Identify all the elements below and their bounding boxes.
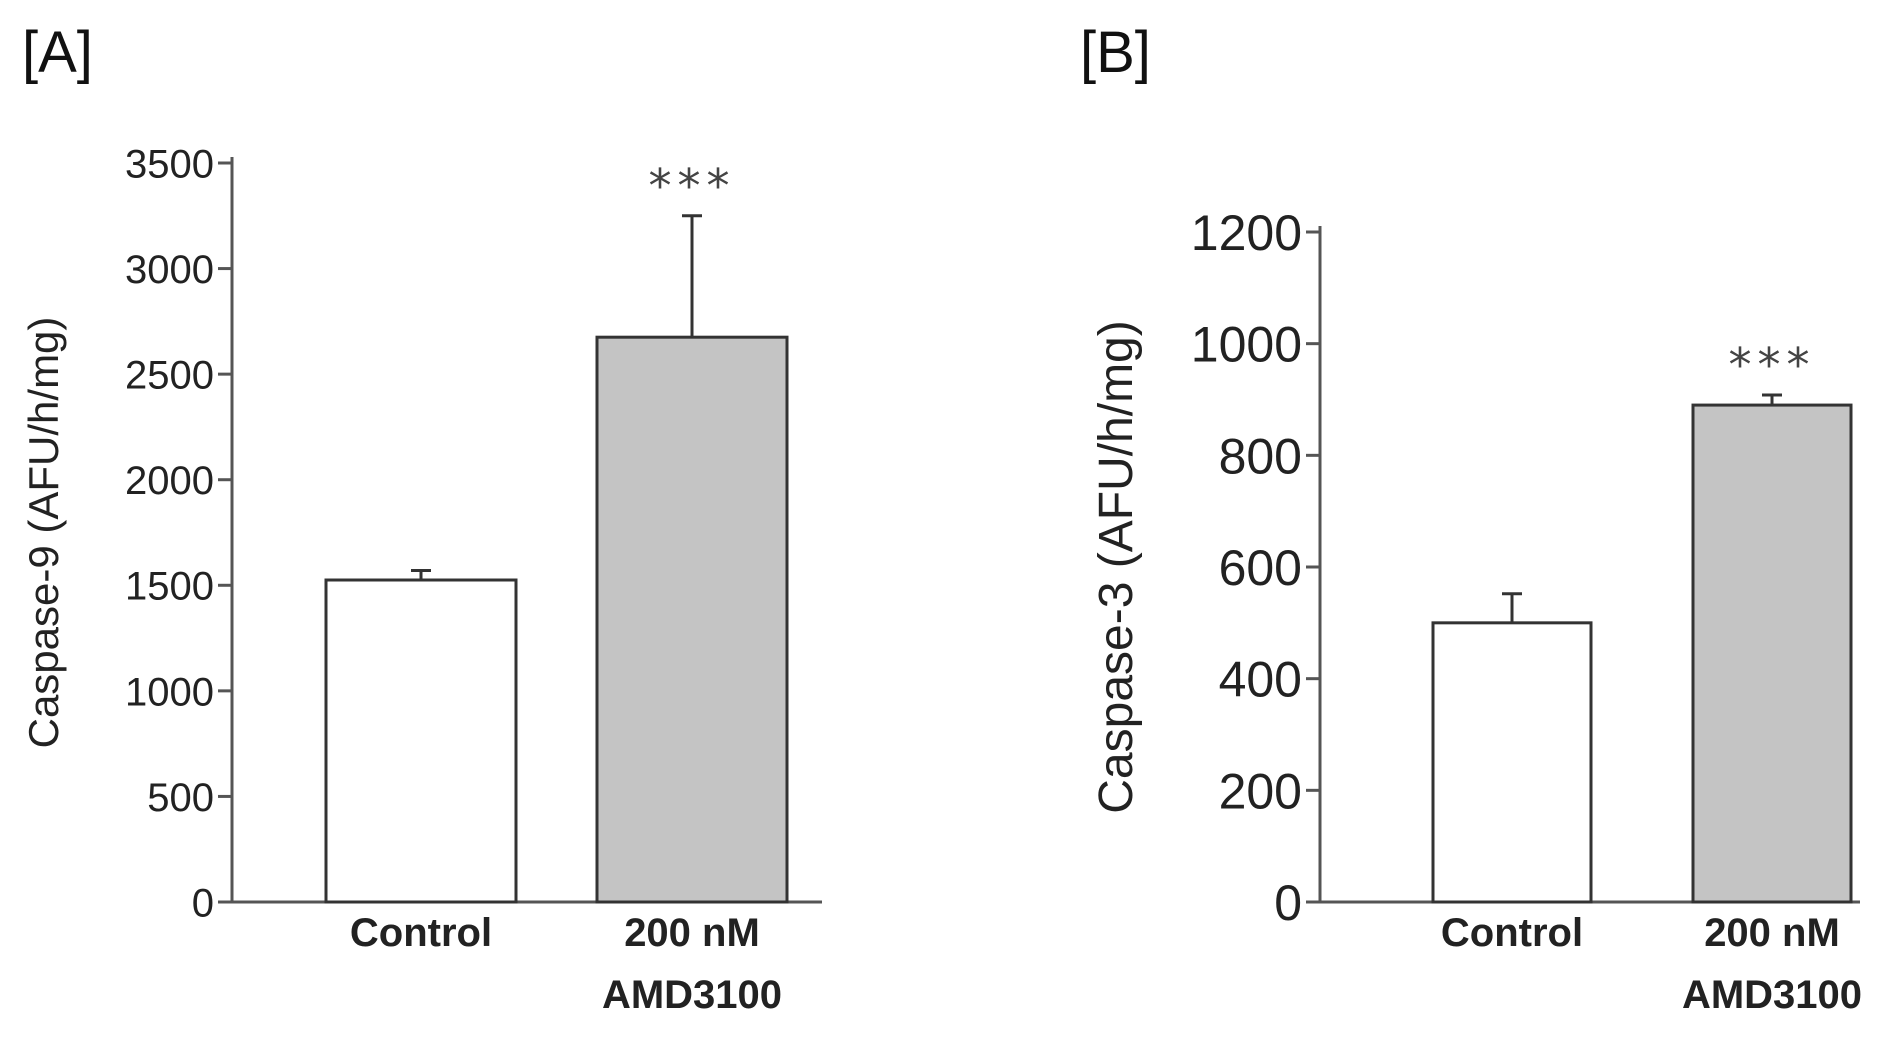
- panel-a-bar-1: [324, 578, 518, 904]
- panel-a-y-tick-label: 2000: [125, 459, 214, 503]
- panel-a-y-tick-label: 0: [192, 881, 214, 925]
- panel-a-category-label: Control: [350, 911, 492, 955]
- panel-b-y-tick-label: 800: [1219, 428, 1302, 484]
- panel-a-y-axis-title: Caspase-9 (AFU/h/mg): [20, 317, 67, 749]
- panel-a-significance-marker: ***: [649, 159, 736, 213]
- panel-b-bar-2: [1691, 403, 1853, 904]
- panel-a-y-tick-label: 1000: [125, 670, 214, 714]
- panel-a-y-tick-label: 3500: [125, 142, 214, 186]
- panel-b-category-label: 200 nM: [1704, 911, 1840, 955]
- panel-b-y-axis-title: Caspase-3 (AFU/h/mg): [1090, 320, 1143, 813]
- panel-b-y-tick-label: 0: [1274, 875, 1302, 931]
- panel-a-chart: [A] 0 500 1000 1500 2000 2500 3000 3500 Caspase-…: [20, 20, 822, 1017]
- panel-b-category-label: AMD3100: [1682, 973, 1862, 1017]
- panel-b-y-tick-label: 1200: [1191, 205, 1302, 261]
- panel-b-y-tick-label: 600: [1219, 540, 1302, 596]
- panel-a-y-tick-label: 500: [147, 776, 214, 820]
- panel-b-category-label: Control: [1441, 911, 1583, 955]
- panel-a-category-label: 200 nM: [624, 911, 760, 955]
- panel-b-y-tick-label: 200: [1219, 763, 1302, 819]
- panel-b-significance-marker: ***: [1729, 338, 1816, 392]
- panel-b-y-tick-label: 400: [1219, 652, 1302, 708]
- panel-a-category-label: AMD3100: [602, 973, 782, 1017]
- panel-b-label: [B]: [1080, 20, 1151, 85]
- panel-a-bar-2: [595, 335, 789, 904]
- panel-b-chart: [B] 0 200 400 600 800 1000 1200 Caspase-3 (AFU/…: [1080, 20, 1862, 1017]
- panel-a-y-tick-label: 3000: [125, 248, 214, 292]
- panel-b-bar-1: [1431, 621, 1593, 904]
- panel-a-y-tick-label: 1500: [125, 565, 214, 609]
- panel-a-y-tick-label: 2500: [125, 354, 214, 398]
- panel-b-y-tick-label: 1000: [1191, 317, 1302, 373]
- panel-a-label: [A]: [22, 20, 93, 85]
